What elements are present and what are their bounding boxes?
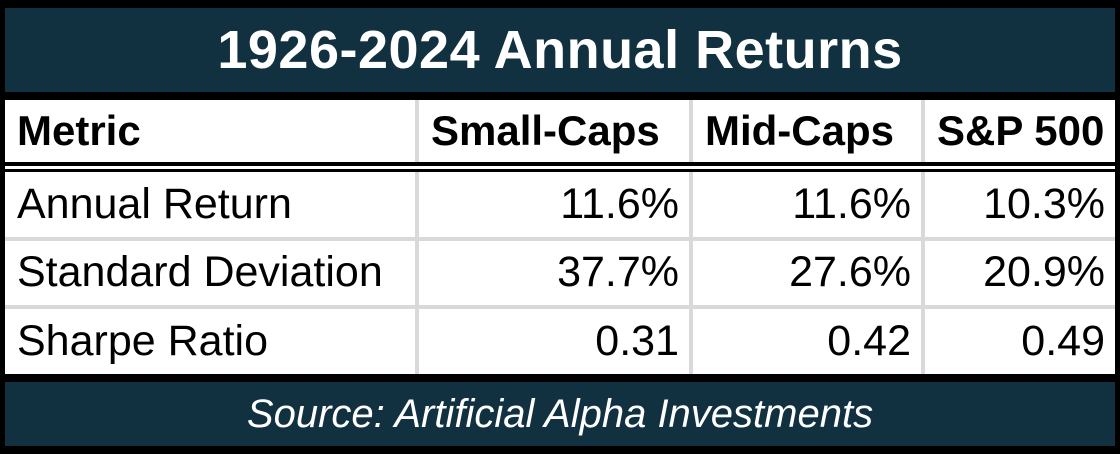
- stats-table: Metric Small-Caps Mid-Caps S&P 500 Annua…: [5, 100, 1115, 374]
- sharpe-ratio-sp500: 0.49: [925, 309, 1115, 374]
- standard-deviation-small-caps: 37.7%: [419, 240, 689, 306]
- column-header-sp500: S&P 500: [925, 100, 1115, 162]
- table-title: 1926-2024 Annual Returns: [5, 8, 1115, 92]
- sharpe-ratio-small-caps: 0.31: [419, 309, 689, 374]
- column-header-mid-caps: Mid-Caps: [693, 100, 921, 162]
- annual-return-sp500: 10.3%: [925, 172, 1115, 237]
- table-header-row: Metric Small-Caps Mid-Caps S&P 500: [5, 100, 1115, 162]
- source-note: Source: Artificial Alpha Investments: [5, 382, 1115, 446]
- row-label-standard-deviation: Standard Deviation: [5, 240, 415, 306]
- standard-deviation-mid-caps: 27.6%: [693, 240, 921, 306]
- row-label-sharpe-ratio: Sharpe Ratio: [5, 309, 415, 374]
- annual-return-small-caps: 11.6%: [419, 172, 689, 237]
- header-double-rule: [5, 162, 1115, 172]
- annual-return-mid-caps: 11.6%: [693, 172, 921, 237]
- table-body: Annual Return 11.6% 11.6% 10.3% Standard…: [5, 172, 1115, 374]
- column-header-metric: Metric: [5, 100, 415, 162]
- row-label-annual-return: Annual Return: [5, 172, 415, 237]
- standard-deviation-sp500: 20.9%: [925, 240, 1115, 306]
- column-header-small-caps: Small-Caps: [419, 100, 689, 162]
- sharpe-ratio-mid-caps: 0.42: [693, 309, 921, 374]
